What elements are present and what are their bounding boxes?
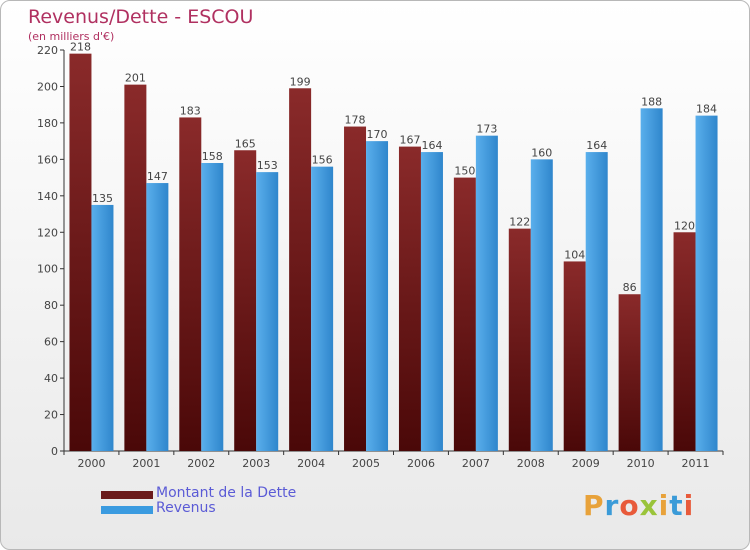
x-tick-label: 2006 — [407, 457, 435, 470]
bar-dette — [453, 177, 476, 451]
x-tick-label: 2004 — [297, 457, 325, 470]
y-tick-label: 20 — [44, 409, 58, 422]
x-tick-label: 2009 — [572, 457, 600, 470]
bar-dette — [69, 53, 92, 452]
bar-revenus — [201, 163, 224, 451]
y-tick-label: 60 — [44, 336, 58, 349]
legend-swatch-dette — [101, 491, 153, 499]
y-tick-label: 160 — [37, 153, 58, 166]
value-label: 199 — [290, 75, 311, 88]
bar-dette — [234, 150, 257, 451]
x-tick-label: 2011 — [682, 457, 710, 470]
bar-dette — [344, 126, 367, 452]
x-tick-label: 2002 — [187, 457, 215, 470]
value-label: 167 — [399, 134, 420, 147]
legend-label-dette: Montant de la Dette — [156, 485, 297, 501]
y-tick-label: 140 — [37, 190, 58, 203]
bar-revenus — [530, 159, 553, 451]
value-label: 120 — [674, 219, 695, 232]
bar-revenus — [475, 135, 498, 451]
value-label: 218 — [70, 41, 91, 54]
bar-revenus — [91, 204, 114, 451]
value-label: 122 — [509, 216, 530, 229]
bar-revenus — [695, 115, 718, 452]
value-label: 150 — [454, 165, 475, 178]
x-tick-label: 2005 — [352, 457, 380, 470]
y-tick-label: 80 — [44, 299, 58, 312]
x-tick-label: 2008 — [517, 457, 545, 470]
bar-revenus — [311, 166, 334, 451]
value-label: 156 — [312, 154, 333, 167]
value-label: 164 — [421, 139, 442, 152]
y-tick-label: 200 — [37, 80, 58, 93]
value-label: 183 — [180, 104, 201, 117]
bar-dette — [563, 261, 586, 451]
value-label: 86 — [623, 281, 637, 294]
value-label: 135 — [92, 192, 113, 205]
legend-swatch-revenus — [101, 506, 153, 514]
value-label: 165 — [235, 137, 256, 150]
value-label: 173 — [476, 123, 497, 136]
value-label: 153 — [257, 159, 278, 172]
value-label: 158 — [202, 150, 223, 163]
value-label: 104 — [564, 248, 585, 261]
bar-dette — [179, 117, 202, 451]
bar-dette — [124, 84, 147, 451]
bar-revenus — [146, 183, 169, 452]
bar-dette — [398, 146, 421, 451]
bar-revenus — [640, 108, 663, 451]
x-tick-label: 2010 — [627, 457, 655, 470]
x-tick-label: 2001 — [132, 457, 160, 470]
value-label: 188 — [641, 95, 662, 108]
chart-title: Revenus/Dette - ESCOU — [28, 6, 254, 28]
y-tick-label: 40 — [44, 372, 58, 385]
bar-revenus — [585, 152, 608, 451]
chart-subtitle: (en milliers d'€) — [28, 30, 115, 43]
value-label: 164 — [586, 139, 607, 152]
bar-dette — [618, 294, 641, 451]
legend-label-revenus: Revenus — [156, 500, 216, 516]
y-tick-label: 180 — [37, 117, 58, 130]
x-tick-label: 2003 — [242, 457, 270, 470]
bar-dette — [673, 232, 696, 451]
value-label: 178 — [345, 114, 366, 127]
y-tick-label: 0 — [51, 445, 58, 458]
y-tick-label: 100 — [37, 263, 58, 276]
bar-dette — [289, 88, 312, 451]
bar-revenus — [256, 172, 279, 451]
bar-revenus — [420, 152, 443, 451]
proxiti-logo: Proxiti — [583, 489, 695, 522]
x-tick-label: 2007 — [462, 457, 490, 470]
value-label: 147 — [147, 170, 168, 183]
value-label: 201 — [125, 72, 146, 85]
bar-revenus — [366, 141, 389, 452]
bars — [69, 53, 718, 452]
x-tick-label: 2000 — [77, 457, 105, 470]
value-label: 170 — [367, 128, 388, 141]
y-tick-label: 120 — [37, 226, 58, 239]
bar-dette — [508, 228, 531, 451]
axes: 0 20 40 60 80 100 120 140 160 180 200 220 2000 2001 20… — [37, 44, 724, 470]
y-tick-label: 220 — [37, 44, 58, 57]
value-label: 160 — [531, 146, 552, 159]
value-label: 184 — [696, 103, 717, 116]
